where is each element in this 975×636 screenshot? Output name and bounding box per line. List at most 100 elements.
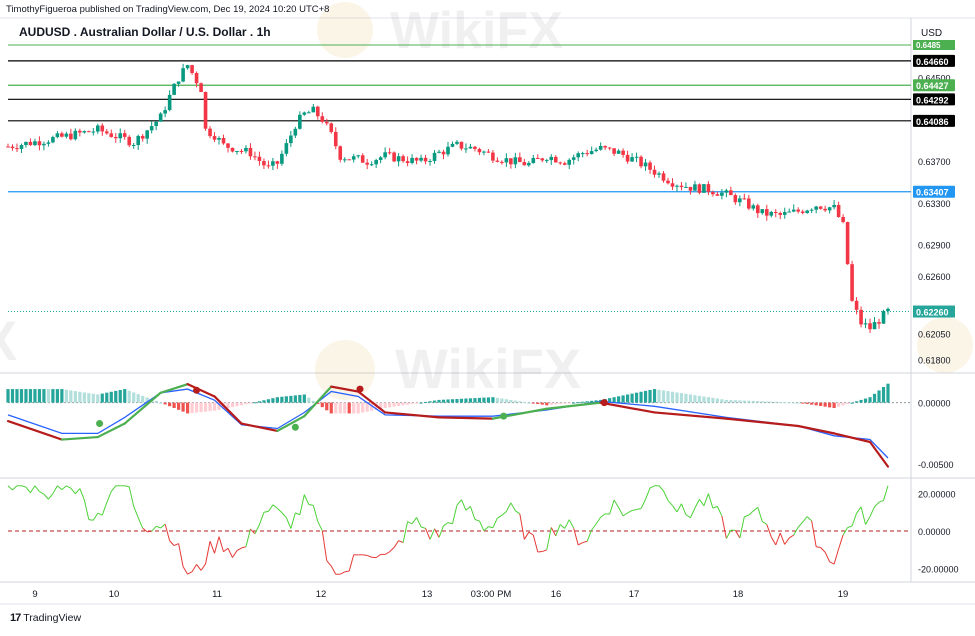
candle-body — [698, 184, 702, 193]
macd-histogram-bar — [437, 400, 440, 403]
candle-body — [832, 205, 836, 207]
candle-body — [814, 207, 818, 210]
macd-histogram-bar — [837, 403, 840, 407]
macd-histogram-bar — [119, 390, 122, 403]
candle-body — [347, 159, 351, 160]
macd-histogram-bar — [128, 391, 131, 403]
macd-histogram-bar — [280, 397, 283, 403]
macd-histogram-bar — [428, 401, 431, 402]
macd-histogram-bar — [271, 398, 274, 402]
candle-body — [392, 153, 396, 162]
macd-histogram-bar — [78, 392, 81, 403]
macd-histogram-bar — [568, 403, 571, 404]
macd-histogram-bar — [455, 399, 458, 403]
macd-histogram-bar — [801, 403, 804, 404]
macd-histogram-bar — [96, 394, 99, 402]
macd-histogram-bar — [868, 397, 871, 402]
candle-body — [208, 129, 212, 136]
candle-body — [249, 148, 253, 156]
macd-histogram-bar — [482, 398, 485, 403]
macd-cross-marker — [96, 420, 103, 427]
candle-body — [419, 158, 423, 161]
macd-histogram-bar — [65, 390, 68, 403]
macd-cross-marker — [193, 387, 200, 394]
candle-body — [841, 217, 845, 222]
macd-histogram-bar — [487, 397, 490, 402]
macd-histogram-bar — [92, 394, 95, 403]
candle-body — [523, 162, 527, 165]
candle-body — [509, 158, 513, 164]
candle-body — [56, 133, 60, 137]
macd-histogram-bar — [101, 394, 104, 403]
candle-body — [823, 209, 827, 211]
macd-histogram-bar — [307, 398, 310, 403]
oscillator-tick-label: -20.00000 — [918, 565, 959, 575]
macd-histogram-bar — [527, 403, 530, 404]
macd-tick-label: 0.00000 — [918, 399, 951, 409]
candle-body — [801, 212, 805, 213]
candle-body — [608, 148, 612, 149]
candle-body — [594, 150, 598, 151]
tradingview-brand[interactable]: 17 TradingView — [10, 612, 81, 624]
candle-body — [549, 157, 553, 160]
macd-histogram-bar — [33, 389, 36, 403]
macd-histogram-bar — [653, 389, 656, 403]
macd-histogram-bar — [24, 389, 27, 403]
candle-body — [374, 160, 378, 164]
candle-body — [451, 144, 455, 147]
candle-body — [118, 133, 122, 138]
candle-body — [446, 147, 450, 155]
macd-histogram-bar — [824, 403, 827, 407]
currency-label[interactable]: USD — [921, 28, 942, 39]
macd-histogram-bar — [410, 403, 413, 404]
macd-histogram-bar — [240, 403, 243, 406]
price-level-label: 0.64427 — [916, 81, 949, 91]
candle-body — [320, 116, 324, 122]
candle-body — [437, 152, 441, 153]
candle-body — [630, 157, 634, 161]
macd-histogram-bar — [60, 389, 63, 403]
candle-body — [662, 173, 666, 180]
candle-body — [563, 163, 567, 165]
time-tick-label: 12 — [316, 589, 327, 600]
macd-histogram-bar — [850, 403, 853, 404]
candle-body — [464, 148, 468, 149]
candle-body — [514, 157, 518, 164]
candle-body — [433, 153, 437, 161]
candle-body — [743, 198, 747, 199]
macd-histogram-bar — [577, 402, 580, 403]
candle-body — [428, 161, 432, 162]
candle-body — [100, 126, 104, 132]
candle-body — [738, 198, 742, 202]
macd-histogram-bar — [164, 403, 167, 405]
macd-histogram-bar — [388, 403, 391, 408]
macd-histogram-bar — [186, 403, 189, 414]
macd-cross-marker — [357, 386, 364, 393]
candle-body — [518, 157, 522, 162]
symbol-title[interactable]: AUDUSD . Australian Dollar / U.S. Dollar… — [19, 25, 271, 39]
brand-name: TradingView — [23, 612, 81, 624]
time-tick-label: 03:00 PM — [471, 589, 512, 600]
candle-body — [415, 158, 419, 161]
macd-histogram-bar — [123, 389, 126, 403]
candle-body — [675, 186, 679, 187]
candle-body — [774, 212, 778, 213]
macd-histogram-bar — [343, 403, 346, 414]
macd-histogram-bar — [446, 399, 449, 402]
macd-histogram-bar — [47, 389, 50, 403]
candle-body — [361, 155, 365, 162]
macd-histogram-bar — [626, 394, 629, 402]
macd-histogram-bar — [761, 401, 764, 402]
macd-histogram-bar — [330, 403, 333, 414]
candle-body — [329, 123, 333, 132]
macd-histogram-bar — [419, 403, 422, 404]
macd-histogram-bar — [765, 401, 768, 402]
macd-histogram-bar — [541, 403, 544, 405]
current-price-label: 0.62260 — [916, 308, 949, 318]
candle-body — [42, 144, 46, 145]
candle-body — [226, 143, 230, 147]
candle-body — [810, 210, 814, 211]
macd-histogram-bar — [258, 401, 261, 402]
